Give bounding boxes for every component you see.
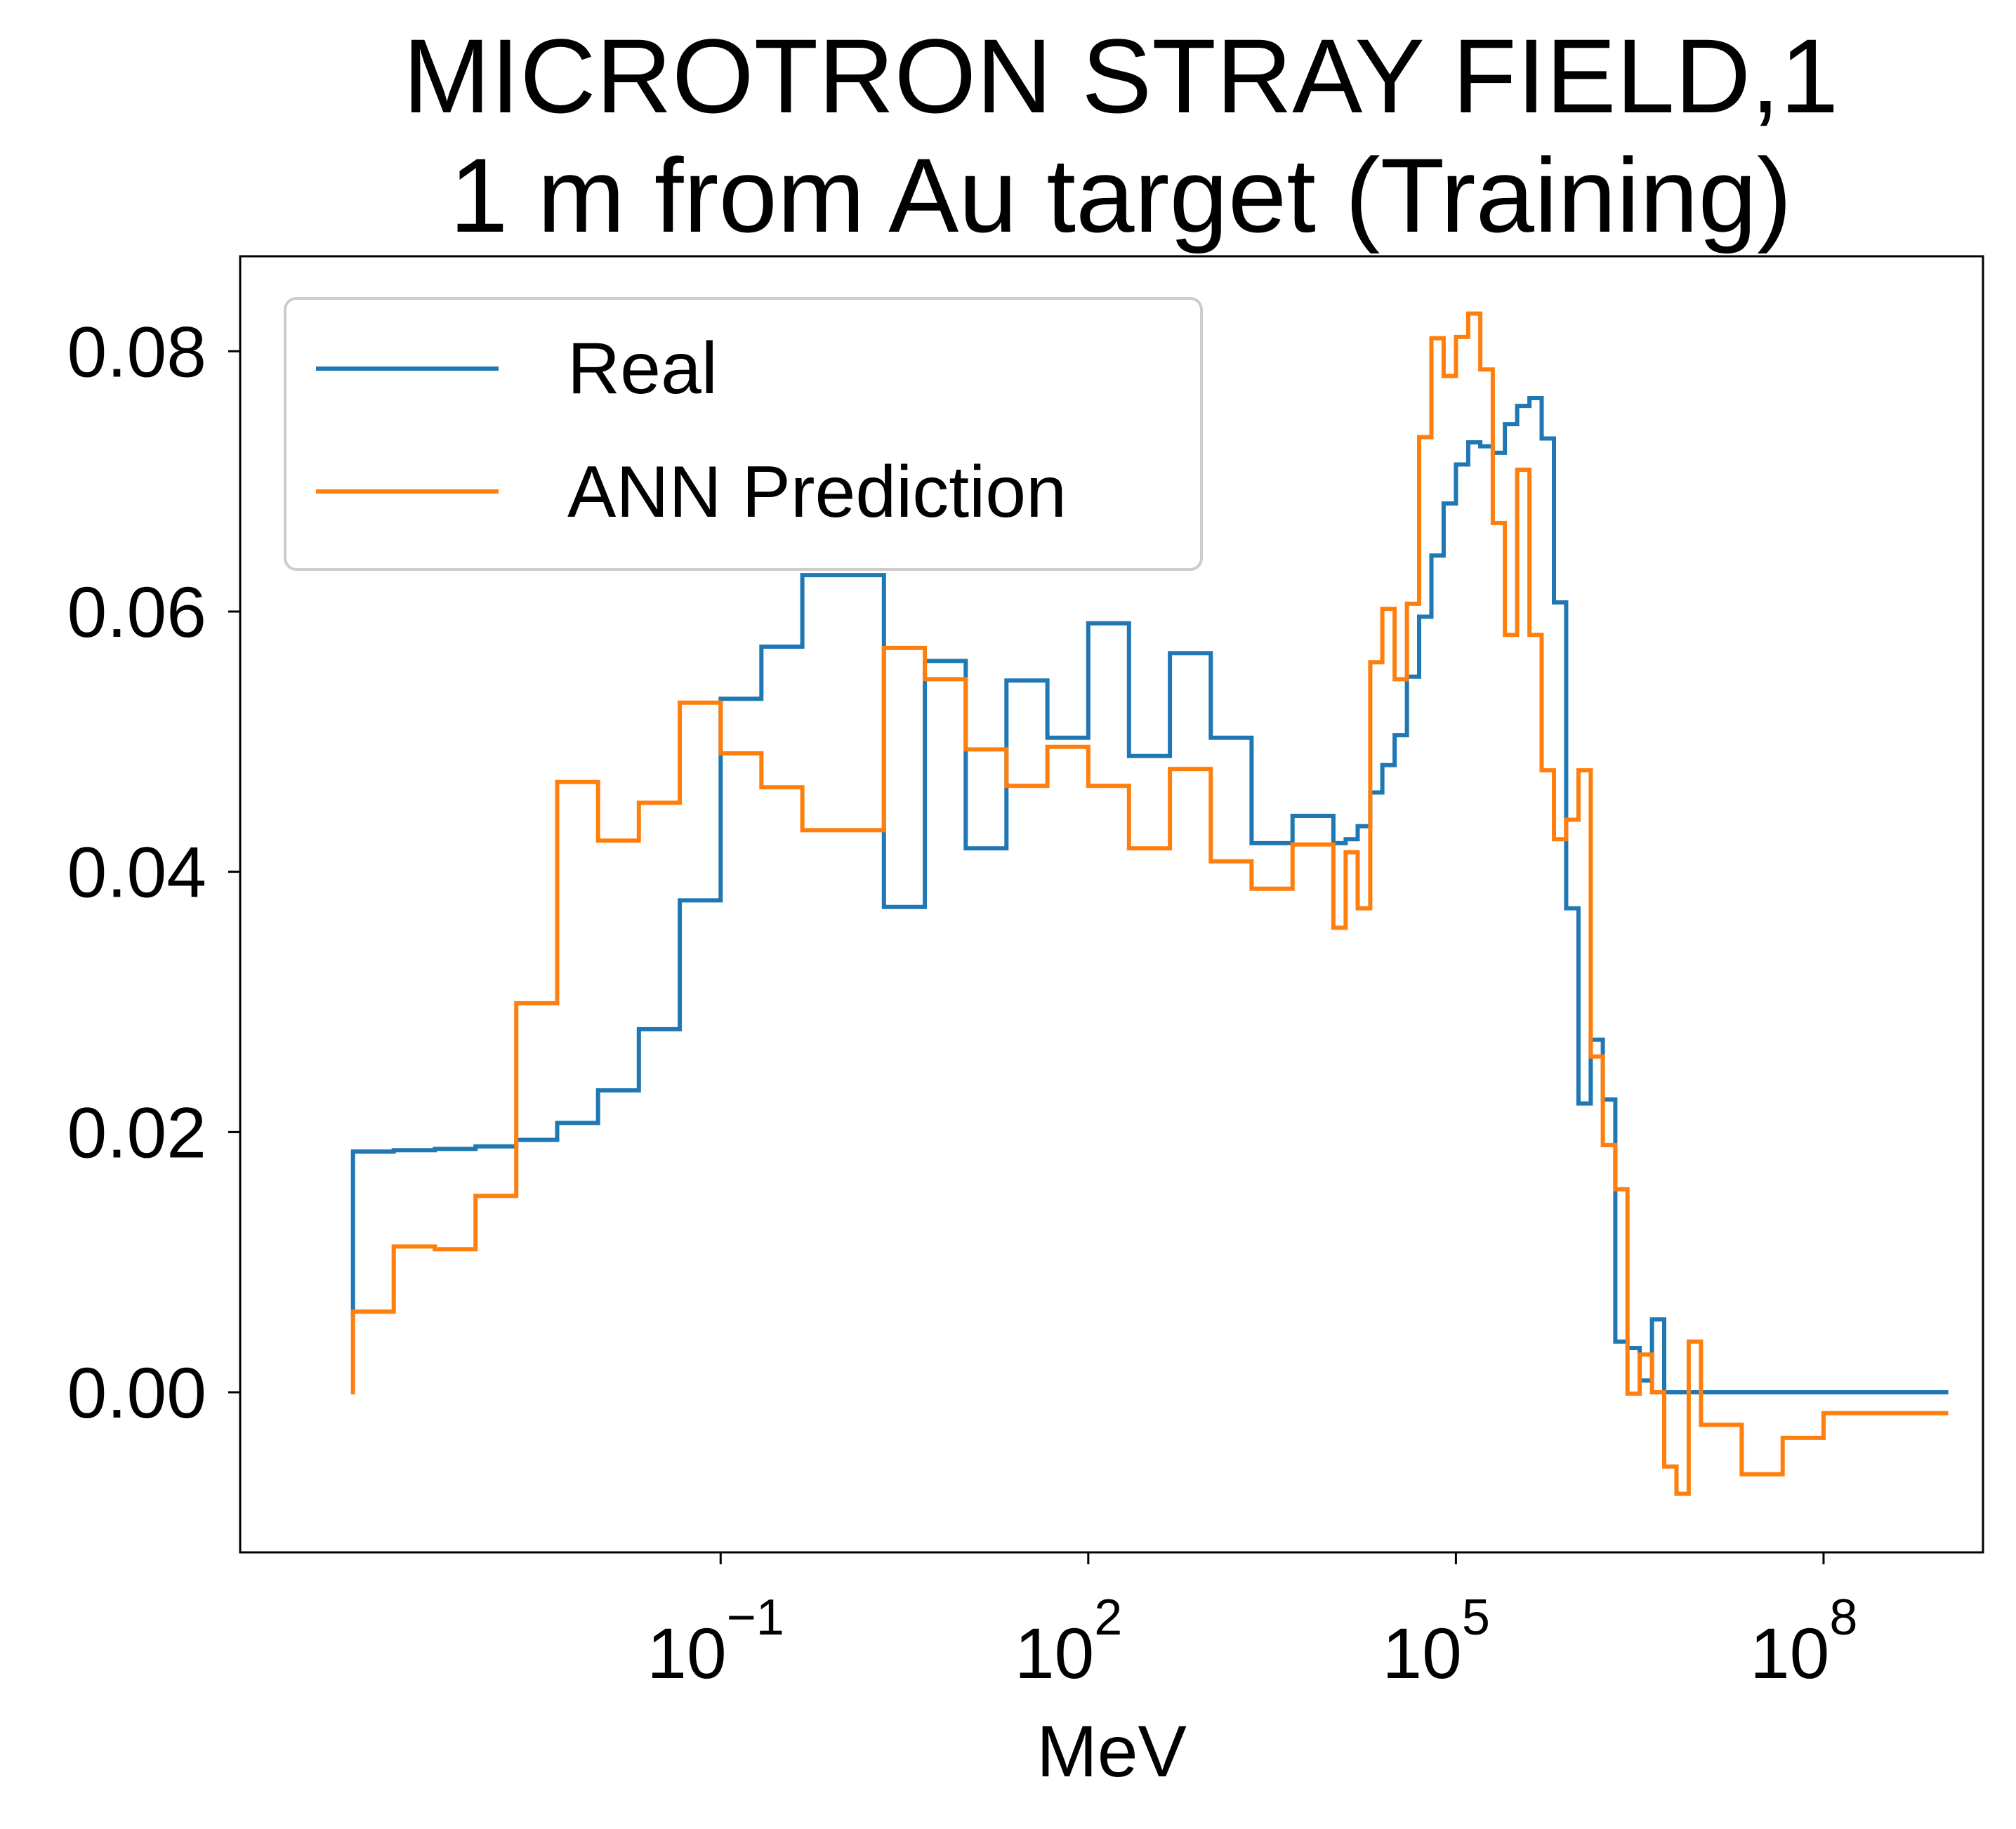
legend-label-real: Real bbox=[567, 328, 718, 409]
legend-frame bbox=[284, 297, 1203, 571]
y-tick-label: 0.02 bbox=[67, 1092, 206, 1173]
chart-title-line-2: 1 m from Au target (Training) bbox=[449, 136, 1792, 254]
y-tick-label: 0.00 bbox=[67, 1353, 206, 1433]
x-axis-label: MeV bbox=[1036, 1711, 1187, 1792]
y-tick-label: 0.04 bbox=[67, 833, 206, 913]
series-layer bbox=[350, 311, 1949, 1496]
legend: Real ANN Prediction bbox=[284, 297, 1203, 571]
tick-layer: 0.00 0.02 0.04 0.06 0.08 10−1 102 105 108 bbox=[67, 312, 1857, 1693]
series-line-real bbox=[350, 396, 1949, 1394]
chart-title-line-1: MICROTRON STRAY FIELD,1 bbox=[403, 17, 1839, 135]
x-tick-label: 105 bbox=[1382, 1590, 1490, 1693]
plot-frame bbox=[239, 255, 1984, 1554]
x-tick-label: 10−1 bbox=[647, 1590, 784, 1693]
y-tick-label: 0.06 bbox=[67, 572, 206, 652]
x-tick-label: 108 bbox=[1750, 1590, 1858, 1693]
x-tick-label: 102 bbox=[1015, 1590, 1123, 1693]
series-line-ann-prediction bbox=[350, 311, 1949, 1496]
y-tick-label: 0.08 bbox=[67, 312, 206, 392]
legend-label-ann-prediction: ANN Prediction bbox=[567, 451, 1067, 533]
